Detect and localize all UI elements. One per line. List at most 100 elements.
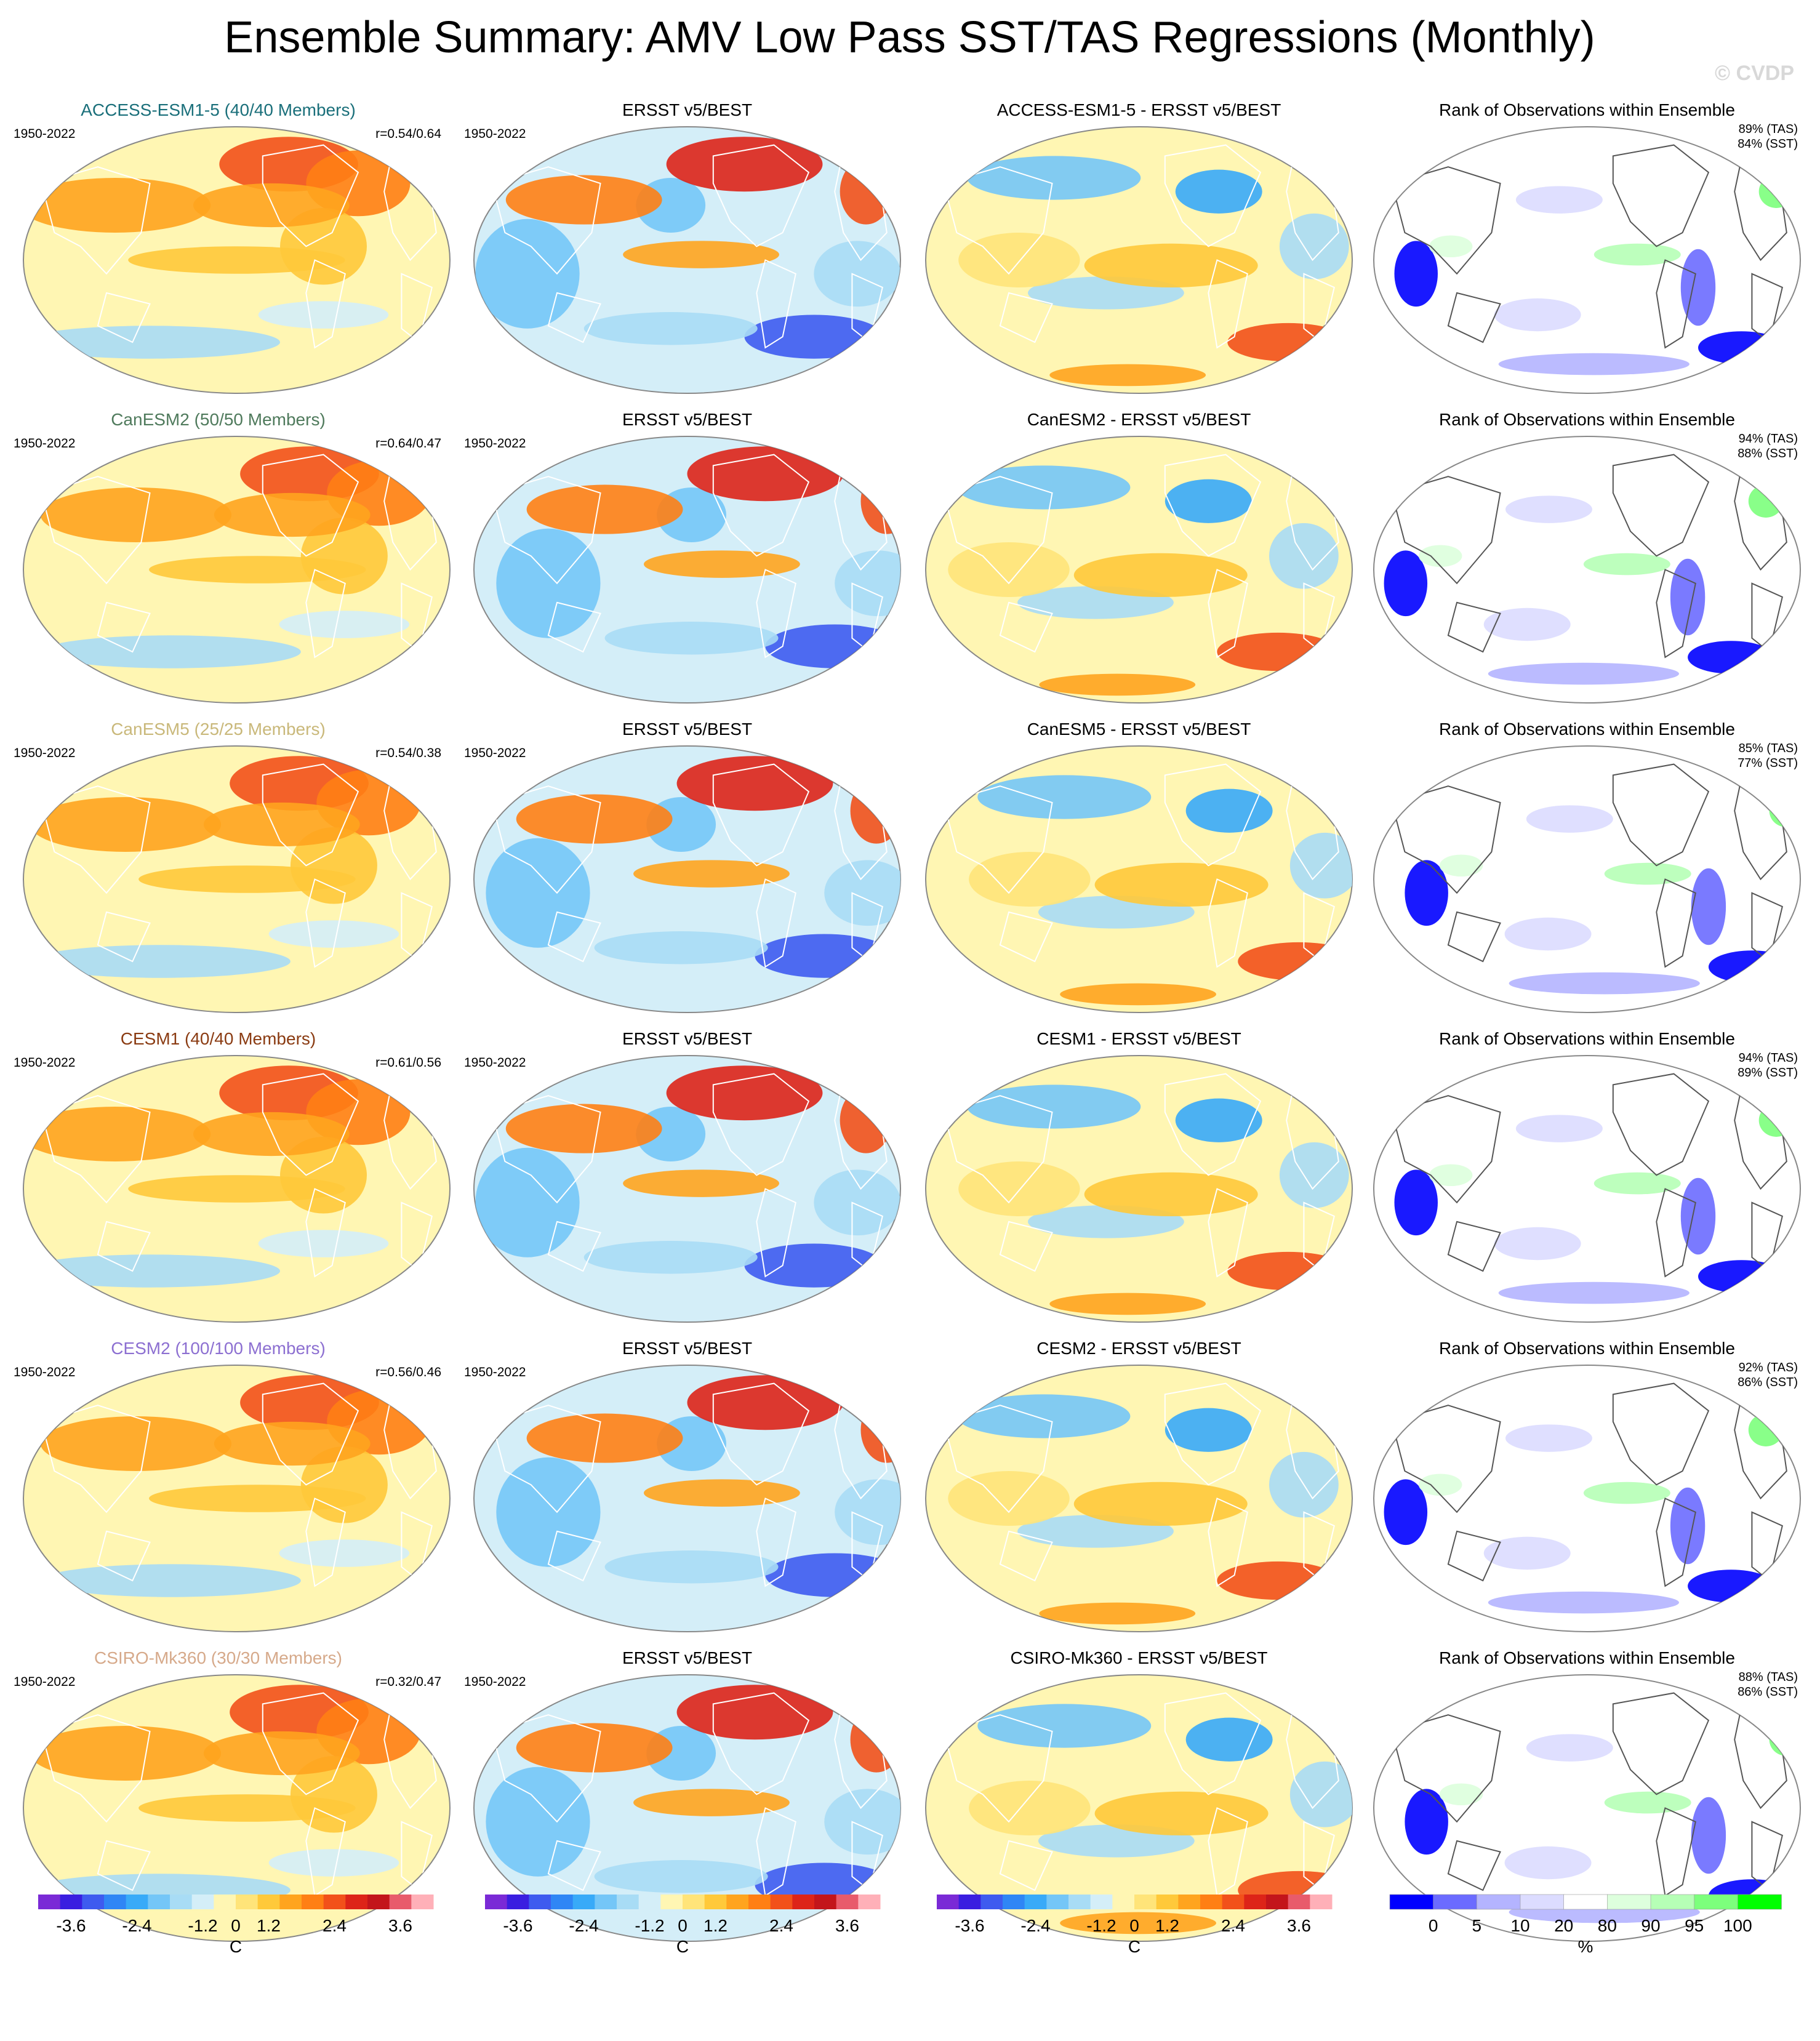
obs-title: ERSST v5/BEST	[622, 1029, 752, 1048]
coastline	[305, 878, 346, 968]
field-anomaly	[860, 1397, 900, 1463]
coastline	[1612, 144, 1710, 247]
obs-panel: ERSST v5/BEST 1950-2022	[464, 1339, 901, 1632]
period-label: 1950-2022	[14, 1056, 75, 1070]
coastline	[1612, 763, 1710, 867]
pattern-correlation: r=0.54/0.64	[375, 127, 441, 141]
coastline	[1447, 1221, 1501, 1272]
colorbar-swatch	[507, 1895, 529, 1909]
coastline	[756, 569, 796, 659]
field-anomaly	[967, 1085, 1141, 1129]
coastline	[97, 1221, 151, 1272]
coastline	[547, 911, 601, 963]
field-anomaly	[496, 1457, 601, 1567]
pattern-correlation: r=0.61/0.56	[375, 1056, 441, 1070]
field-anomaly	[1165, 1408, 1252, 1452]
coastline	[262, 1382, 359, 1486]
coastline	[1656, 1498, 1696, 1587]
rank-title: Rank of Observations within Ensemble	[1439, 1339, 1735, 1358]
colorbar-tick: -3.6	[56, 1916, 86, 1935]
diff-title: CESM2 - ERSST v5/BEST	[1036, 1339, 1241, 1358]
field-anomaly	[633, 860, 790, 888]
field-anomaly	[1405, 860, 1448, 926]
field-anomaly	[1680, 1177, 1716, 1255]
field-anomaly	[1418, 545, 1462, 567]
coastline	[999, 1530, 1053, 1582]
colorbar-swatch	[236, 1895, 259, 1909]
coastline	[305, 1498, 346, 1587]
colorbar-tick: 0	[231, 1916, 241, 1935]
diff-panel: CSIRO-Mk360 - ERSST v5/BEST	[925, 1648, 1353, 1942]
colorbar-swatch	[411, 1895, 434, 1909]
colorbar-swatch	[323, 1895, 346, 1909]
field-anomaly	[850, 777, 900, 844]
map-globe	[1373, 745, 1801, 1013]
colorbar-tick: 0	[1129, 1916, 1139, 1935]
coastline	[1612, 454, 1710, 557]
field-anomaly	[268, 1849, 399, 1877]
field-anomaly	[1505, 495, 1592, 523]
model-title: CESM2 (100/100 Members)	[111, 1339, 326, 1358]
field-anomaly	[1769, 794, 1800, 827]
field-anomaly	[814, 1169, 900, 1236]
colorbar-tick: -2.4	[569, 1916, 598, 1935]
coastline	[97, 911, 151, 963]
field-anomaly	[40, 635, 301, 668]
coastline	[41, 1714, 151, 1823]
field-anomaly	[666, 1065, 823, 1121]
colorbar-swatch	[214, 1895, 236, 1909]
coastline	[491, 1714, 601, 1823]
field-anomaly	[1583, 553, 1670, 575]
period-label: 1950-2022	[14, 436, 75, 451]
coastline	[97, 292, 151, 343]
coastline	[712, 1382, 810, 1486]
field-anomaly	[1439, 854, 1483, 877]
field-anomaly	[633, 1789, 790, 1816]
coastline	[262, 454, 359, 557]
colorbar-swatch	[1694, 1894, 1739, 1910]
coastline	[1656, 1188, 1696, 1278]
diff-title: CSIRO-Mk360 - ERSST v5/BEST	[1010, 1648, 1267, 1667]
obs-title: ERSST v5/BEST	[622, 720, 752, 739]
model-panel: CanESM2 (50/50 Members) 1950-2022 r=0.64/0…	[14, 410, 451, 704]
model-panel: ACCESS-ESM1-5 (40/40 Members) 1950-2022 r=…	[14, 100, 451, 394]
coastline	[41, 166, 151, 275]
coastline	[1447, 1530, 1501, 1582]
field-anomaly	[1594, 1172, 1681, 1195]
rank-panel: Rank of Observations within Ensemble 94% …	[1373, 1029, 1801, 1323]
colorbar-swatch	[704, 1895, 727, 1909]
field-anomaly	[583, 312, 758, 345]
coastline	[97, 1530, 151, 1582]
field-anomaly	[258, 301, 389, 329]
period-label: 1950-2022	[14, 1365, 75, 1379]
colorbar-swatch	[1563, 1894, 1608, 1910]
field-anomaly	[1429, 235, 1473, 258]
colorbar-swatch	[1222, 1895, 1245, 1909]
field-anomaly	[1505, 1424, 1592, 1452]
field-anomaly	[1758, 175, 1794, 208]
field-anomaly	[1691, 1797, 1726, 1874]
colorbar-swatch	[170, 1895, 193, 1909]
figure-title: Ensemble Summary: AMV Low Pass SST/TAS R…	[224, 13, 1595, 62]
field-anomaly	[687, 446, 844, 502]
coastline	[491, 1095, 601, 1204]
field-anomaly	[203, 802, 360, 847]
field-anomaly	[30, 797, 222, 852]
field-anomaly	[1439, 1783, 1483, 1806]
field-anomaly	[505, 1104, 662, 1153]
coastline	[943, 1095, 1053, 1204]
colorbar-swatch	[595, 1895, 617, 1909]
coastline	[1391, 1095, 1501, 1204]
coastline	[1164, 1073, 1262, 1176]
field-anomaly	[1680, 249, 1716, 326]
colorbar-swatch	[389, 1895, 412, 1909]
field-anomaly	[268, 920, 399, 948]
rank-title: Rank of Observations within Ensemble	[1439, 410, 1735, 429]
field-anomaly	[958, 233, 1080, 287]
field-anomaly	[687, 1375, 844, 1430]
coastline	[491, 166, 601, 275]
colorbar-swatch	[1090, 1895, 1113, 1909]
colorbar-swatch	[1266, 1895, 1289, 1909]
colorbar-tick: 2.4	[769, 1916, 793, 1935]
